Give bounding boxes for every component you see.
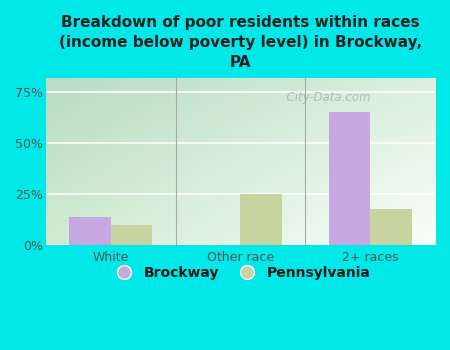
Title: Breakdown of poor residents within races
(income below poverty level) in Brockwa: Breakdown of poor residents within races… <box>59 15 422 70</box>
Text: City-Data.com: City-Data.com <box>279 91 371 104</box>
Bar <box>240 194 282 245</box>
Bar <box>69 217 111 245</box>
Bar <box>328 112 370 245</box>
Legend: Brockway, Pennsylvania: Brockway, Pennsylvania <box>105 260 376 286</box>
Bar <box>111 225 152 245</box>
Bar <box>370 209 412 245</box>
